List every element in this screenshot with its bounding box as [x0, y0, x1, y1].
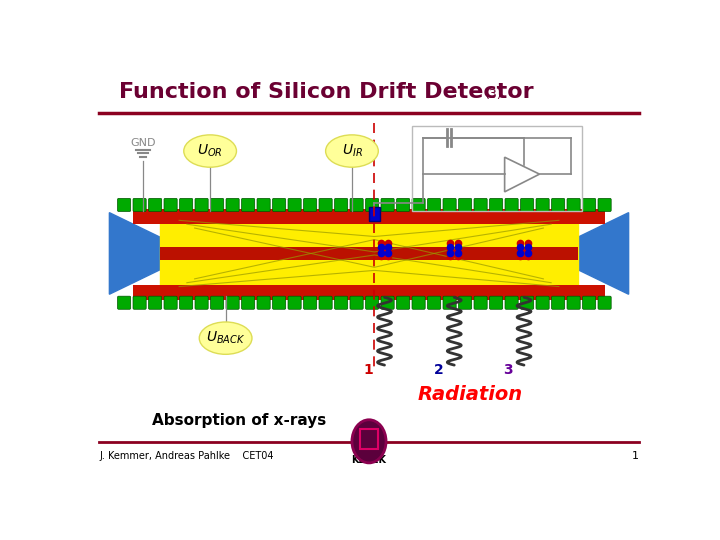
FancyBboxPatch shape: [582, 198, 595, 212]
FancyBboxPatch shape: [319, 296, 332, 309]
FancyBboxPatch shape: [381, 296, 394, 309]
FancyBboxPatch shape: [521, 198, 534, 212]
Text: Radiation: Radiation: [417, 385, 522, 404]
FancyBboxPatch shape: [257, 296, 270, 309]
FancyBboxPatch shape: [366, 296, 379, 309]
Text: (3): (3): [485, 87, 503, 100]
FancyBboxPatch shape: [195, 296, 208, 309]
FancyBboxPatch shape: [567, 198, 580, 212]
FancyBboxPatch shape: [164, 198, 177, 212]
FancyBboxPatch shape: [397, 198, 410, 212]
FancyBboxPatch shape: [288, 198, 301, 212]
FancyBboxPatch shape: [536, 198, 549, 212]
FancyBboxPatch shape: [272, 198, 286, 212]
FancyBboxPatch shape: [598, 296, 611, 309]
FancyBboxPatch shape: [304, 296, 317, 309]
FancyBboxPatch shape: [335, 296, 348, 309]
Text: GND: GND: [130, 138, 156, 149]
FancyBboxPatch shape: [474, 296, 487, 309]
FancyBboxPatch shape: [474, 198, 487, 212]
Text: Absorption of x-rays: Absorption of x-rays: [152, 413, 326, 428]
FancyBboxPatch shape: [133, 198, 146, 212]
FancyBboxPatch shape: [443, 198, 456, 212]
FancyBboxPatch shape: [117, 296, 131, 309]
FancyBboxPatch shape: [148, 296, 162, 309]
Text: $U_{OR}$: $U_{OR}$: [197, 143, 223, 159]
FancyBboxPatch shape: [397, 296, 410, 309]
FancyBboxPatch shape: [521, 296, 534, 309]
FancyBboxPatch shape: [428, 296, 441, 309]
Text: 1: 1: [364, 363, 374, 377]
Ellipse shape: [199, 322, 252, 354]
Bar: [361, 429, 377, 449]
FancyBboxPatch shape: [567, 296, 580, 309]
Text: $U_{BACK}$: $U_{BACK}$: [206, 330, 246, 346]
FancyBboxPatch shape: [226, 198, 239, 212]
FancyBboxPatch shape: [536, 296, 549, 309]
FancyBboxPatch shape: [381, 198, 394, 212]
Ellipse shape: [184, 135, 236, 167]
FancyBboxPatch shape: [179, 296, 193, 309]
Bar: [132, 209, 606, 224]
FancyBboxPatch shape: [459, 198, 472, 212]
FancyBboxPatch shape: [226, 296, 239, 309]
FancyBboxPatch shape: [582, 296, 595, 309]
FancyBboxPatch shape: [412, 198, 426, 212]
FancyBboxPatch shape: [412, 296, 426, 309]
Polygon shape: [505, 157, 539, 192]
FancyBboxPatch shape: [598, 198, 611, 212]
Polygon shape: [160, 211, 578, 296]
FancyBboxPatch shape: [350, 198, 363, 212]
FancyBboxPatch shape: [490, 296, 503, 309]
FancyBboxPatch shape: [241, 198, 255, 212]
FancyBboxPatch shape: [272, 296, 286, 309]
FancyBboxPatch shape: [210, 296, 224, 309]
Bar: [369, 207, 380, 221]
FancyBboxPatch shape: [304, 198, 317, 212]
FancyBboxPatch shape: [350, 296, 363, 309]
Bar: [132, 285, 606, 300]
Text: $U_{IR}$: $U_{IR}$: [341, 143, 362, 159]
Text: 2: 2: [433, 363, 444, 377]
FancyBboxPatch shape: [552, 296, 564, 309]
FancyBboxPatch shape: [335, 198, 348, 212]
FancyBboxPatch shape: [195, 198, 208, 212]
FancyBboxPatch shape: [366, 198, 379, 212]
FancyBboxPatch shape: [210, 198, 224, 212]
FancyBboxPatch shape: [490, 198, 503, 212]
Text: KETEK: KETEK: [351, 455, 387, 465]
FancyBboxPatch shape: [133, 296, 146, 309]
Bar: [412, 126, 582, 211]
Ellipse shape: [325, 135, 378, 167]
FancyBboxPatch shape: [319, 198, 332, 212]
FancyBboxPatch shape: [148, 198, 162, 212]
FancyBboxPatch shape: [443, 296, 456, 309]
FancyBboxPatch shape: [459, 296, 472, 309]
Text: 1: 1: [631, 451, 639, 461]
Text: Function of Silicon Drift Detector: Function of Silicon Drift Detector: [119, 82, 534, 102]
FancyBboxPatch shape: [552, 198, 564, 212]
Polygon shape: [567, 213, 629, 294]
FancyBboxPatch shape: [428, 198, 441, 212]
Ellipse shape: [352, 420, 386, 463]
FancyBboxPatch shape: [164, 296, 177, 309]
FancyBboxPatch shape: [179, 198, 193, 212]
Text: 3: 3: [503, 363, 513, 377]
FancyBboxPatch shape: [241, 296, 255, 309]
Bar: [160, 247, 578, 260]
FancyBboxPatch shape: [117, 198, 131, 212]
Polygon shape: [109, 213, 171, 294]
FancyBboxPatch shape: [257, 198, 270, 212]
FancyBboxPatch shape: [505, 296, 518, 309]
FancyBboxPatch shape: [288, 296, 301, 309]
Text: J. Kemmer, Andreas Pahlke    CET04: J. Kemmer, Andreas Pahlke CET04: [99, 451, 274, 461]
FancyBboxPatch shape: [505, 198, 518, 212]
